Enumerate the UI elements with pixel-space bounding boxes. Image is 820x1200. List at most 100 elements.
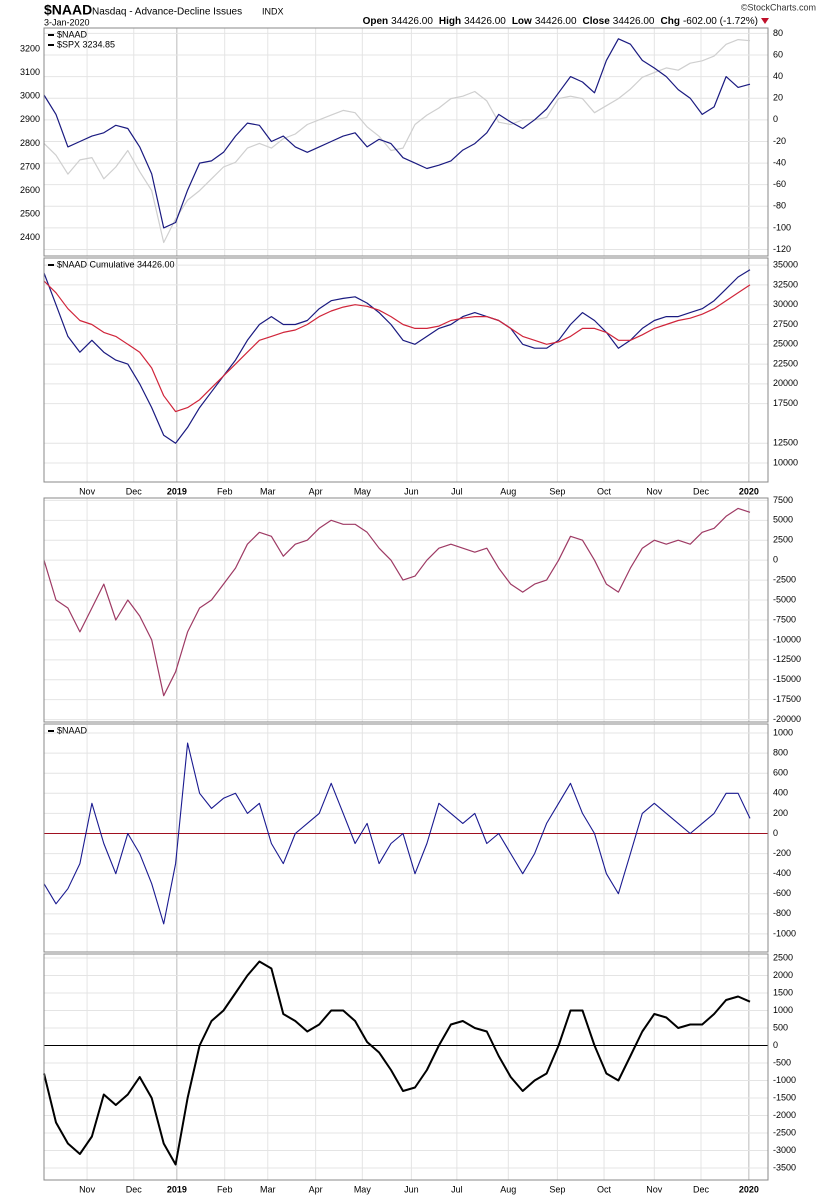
x-tick-label: Jun	[404, 486, 419, 496]
y-tick-label: 20000	[773, 378, 798, 388]
y-tick-label: 32500	[773, 279, 798, 289]
x-tick-label: Feb	[217, 1184, 233, 1194]
y2-tick-label: 3100	[20, 67, 40, 77]
x-tick-label: May	[354, 486, 372, 496]
y-tick-label: 12500	[773, 438, 798, 448]
y2-tick-label: 2700	[20, 161, 40, 171]
quote-value: 34426.00	[391, 16, 433, 27]
quote-label: High	[439, 16, 461, 27]
series-line	[43, 742, 751, 925]
y-tick-label: 7500	[773, 495, 793, 505]
y-tick-label: -100	[773, 222, 791, 232]
y-tick-label: 1000	[773, 1005, 793, 1015]
series-line	[43, 269, 751, 444]
y-tick-label: 0	[773, 828, 778, 838]
y-tick-label: -1000	[773, 928, 796, 938]
legend-label: $NAAD Cumulative 34426.00	[57, 259, 175, 269]
series-line	[43, 960, 751, 1166]
y-tick-label: -5000	[773, 594, 796, 604]
y-tick-label: 17500	[773, 398, 798, 408]
y-tick-label: 80	[773, 28, 783, 38]
legend-label: $NAAD	[57, 725, 88, 735]
panel-background	[44, 724, 768, 952]
y2-tick-label: 2400	[20, 232, 40, 242]
y-tick-label: 0	[773, 1040, 778, 1050]
y2-tick-label: 3000	[20, 91, 40, 101]
panel-border	[43, 497, 769, 723]
quote-value: 34426.00	[464, 16, 506, 27]
y-tick-label: -40	[773, 157, 786, 167]
y-tick-label: -2000	[773, 1110, 796, 1120]
y-tick-label: -3500	[773, 1162, 796, 1172]
x-tick-label: 2020	[739, 1184, 759, 1194]
quote-value: -602.00 (-1.72%)	[683, 16, 758, 27]
x-tick-label: 2019	[167, 1184, 187, 1194]
x-tick-label: Dec	[693, 486, 710, 496]
x-tick-label: Oct	[597, 1184, 612, 1194]
y-tick-label: -20000	[773, 714, 801, 724]
y-tick-label: 2000	[773, 970, 793, 980]
y-tick-label: 500	[773, 1022, 788, 1032]
series-line	[43, 280, 751, 413]
x-tick-label: Jun	[404, 1184, 419, 1194]
legend-label: $NAAD	[57, 29, 88, 39]
x-tick-label: Mar	[260, 486, 276, 496]
x-tick-label: Nov	[646, 1184, 663, 1194]
y-tick-label: -7500	[773, 614, 796, 624]
y-tick-label: 2500	[773, 535, 793, 545]
y-tick-label: 40	[773, 71, 783, 81]
y-tick-label: 60	[773, 49, 783, 59]
y-tick-label: 10000	[773, 457, 798, 467]
quote-label: Low	[512, 16, 532, 27]
x-tick-label: Nov	[79, 486, 96, 496]
y-tick-label: -20	[773, 136, 786, 146]
y-tick-label: -80	[773, 201, 786, 211]
copyright: ©StockCharts.com	[741, 2, 816, 12]
series-line	[43, 39, 751, 244]
x-tick-label: Mar	[260, 1184, 276, 1194]
x-tick-label: Aug	[500, 1184, 516, 1194]
x-tick-label: Aug	[500, 486, 516, 496]
y-tick-label: 27500	[773, 319, 798, 329]
y-tick-label: 1500	[773, 987, 793, 997]
x-tick-label: Apr	[309, 486, 323, 496]
x-tick-label: Oct	[597, 486, 612, 496]
y-tick-label: -12500	[773, 654, 801, 664]
y-tick-label: -600	[773, 888, 791, 898]
panel-border	[43, 27, 769, 257]
x-tick-label: Jul	[451, 1184, 463, 1194]
quote-value: 34426.00	[613, 16, 655, 27]
panel-background	[44, 954, 768, 1180]
y2-tick-label: 2600	[20, 185, 40, 195]
x-tick-label: Sep	[549, 486, 565, 496]
exchange: INDX	[262, 6, 284, 16]
x-tick-label: Sep	[549, 1184, 565, 1194]
y-tick-label: 0	[773, 555, 778, 565]
quote-label: Close	[583, 16, 611, 27]
x-tick-label: Dec	[126, 1184, 143, 1194]
y-tick-label: 1000	[773, 727, 793, 737]
y-tick-label: -200	[773, 848, 791, 858]
y-tick-label: -2500	[773, 1127, 796, 1137]
x-tick-label: Dec	[693, 1184, 710, 1194]
y2-tick-label: 2800	[20, 138, 40, 148]
x-tick-label: Jul	[451, 486, 463, 496]
y-tick-label: 25000	[773, 339, 798, 349]
y-tick-label: 22500	[773, 358, 798, 368]
y-tick-label: 800	[773, 748, 788, 758]
x-tick-label: Feb	[217, 486, 233, 496]
security-name: Nasdaq - Advance-Decline Issues	[92, 7, 242, 18]
y-tick-label: -120	[773, 244, 791, 254]
x-tick-label: Nov	[646, 486, 663, 496]
panel-border	[43, 257, 769, 483]
y-tick-label: -3000	[773, 1145, 796, 1155]
y-tick-label: -15000	[773, 674, 801, 684]
panel-border	[43, 723, 769, 953]
y-tick-label: -17500	[773, 694, 801, 704]
x-tick-label: 2019	[167, 486, 187, 496]
y-tick-label: -2500	[773, 574, 796, 584]
y-tick-label: -1000	[773, 1075, 796, 1085]
y-tick-label: -500	[773, 1057, 791, 1067]
y-tick-label: 600	[773, 768, 788, 778]
